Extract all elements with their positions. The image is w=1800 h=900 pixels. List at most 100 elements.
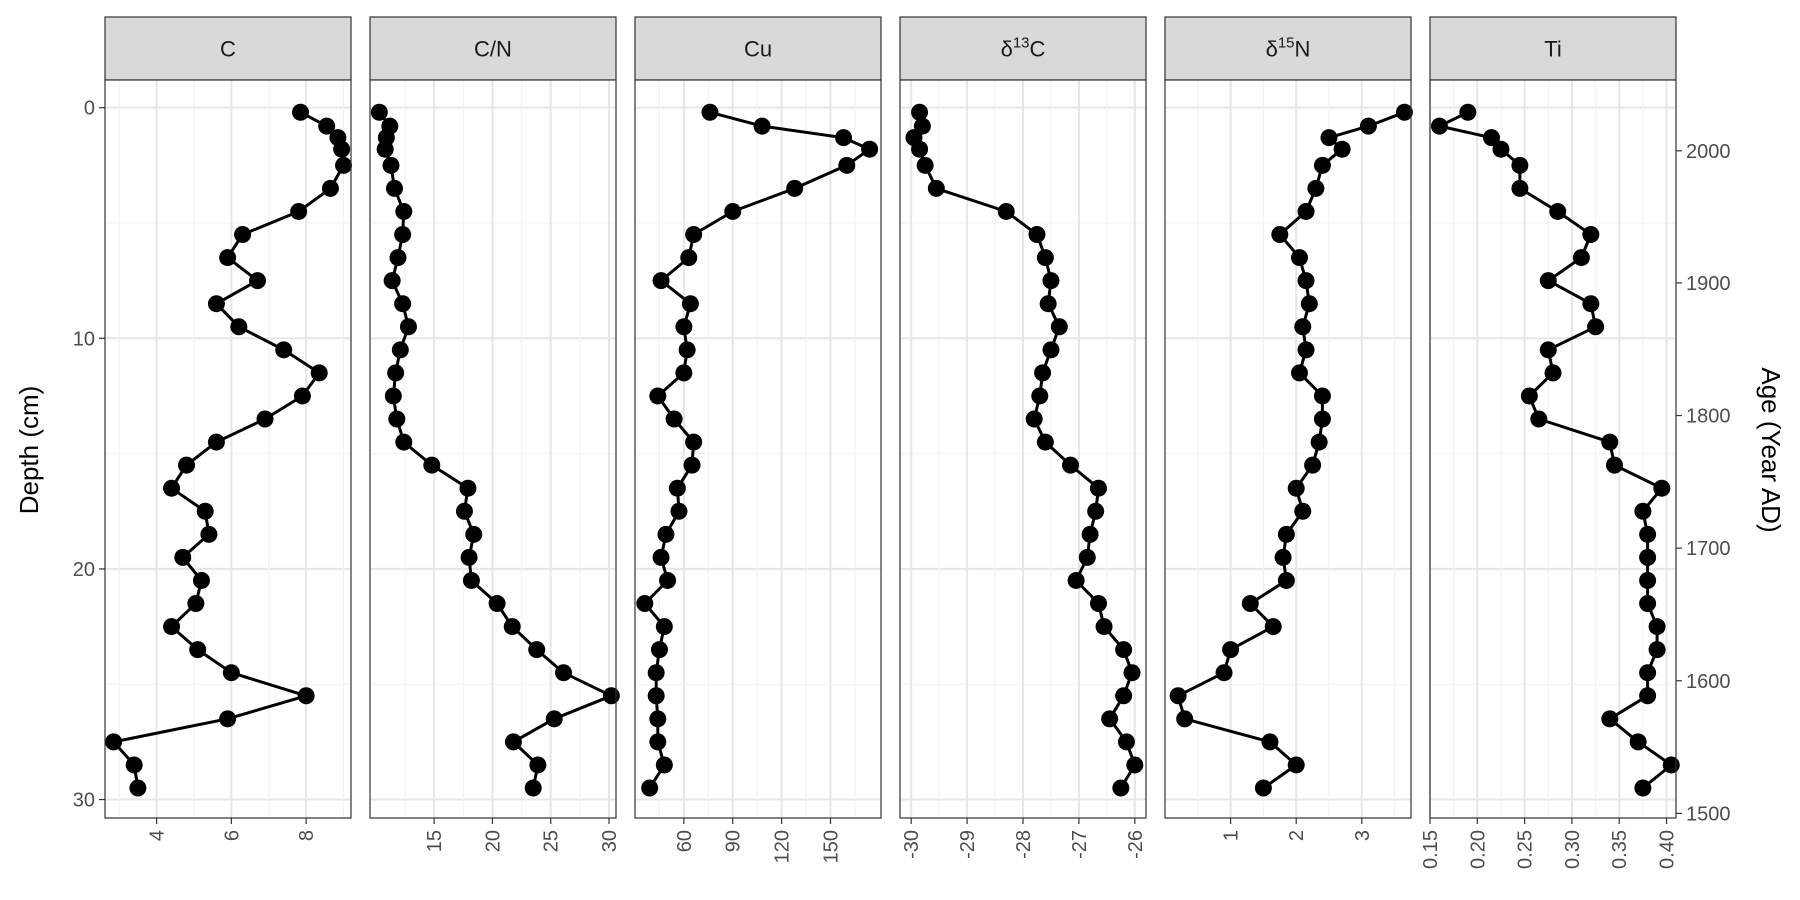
y2-tick-label: 1800 [1686,406,1731,428]
x-tick-label: -29 [957,830,979,859]
data-point [163,618,181,636]
data-point [641,779,659,797]
data-point [861,140,879,158]
data-point [1430,117,1448,135]
data-point [1039,295,1057,313]
data-point [1034,364,1052,382]
data-point [665,410,683,428]
x-tick-label: 0.30 [1562,830,1584,869]
panel-border [104,79,352,819]
data-point [321,179,339,197]
x-tick-label: -26 [1125,830,1147,859]
panel-strip [899,16,1147,81]
y2-tick-label: 1900 [1686,273,1731,295]
data-point [1274,548,1292,566]
data-point [1544,364,1562,382]
panel: C 4 6 8 [104,16,353,841]
data-point [1287,479,1305,497]
y-tick-label: 30 [73,790,95,812]
panel-plot-area [105,80,351,818]
data-point [529,756,547,774]
x-tick-label: 120 [772,830,794,863]
data-point [683,456,701,474]
data-point [1313,156,1331,174]
data-point [219,710,237,728]
data-point [1333,140,1351,158]
data-point [376,140,394,158]
panel-border [634,79,882,819]
panel-strip-label: δ13C [1001,35,1046,62]
panel-plot-area [1430,80,1676,818]
data-point [1290,364,1308,382]
data-point [1294,318,1312,336]
x-tick-label: -30 [901,830,923,859]
data-point [174,548,192,566]
data-point [1634,779,1652,797]
data-point [1395,103,1413,121]
data-point [1530,410,1548,428]
data-point [394,295,412,313]
data-point [318,117,336,135]
data-point [1511,179,1529,197]
data-point [423,456,441,474]
data-point [275,341,293,359]
panel-strip [1164,16,1412,81]
data-point [1215,664,1233,682]
data-point [1081,525,1099,543]
data-point [555,664,573,682]
panel: δ15N 1 2 3 [1164,16,1413,841]
y2-axis-title: Age (Year AD) [1756,367,1786,532]
data-point [636,595,654,613]
data-point [647,687,665,705]
data-point [1089,595,1107,613]
data-point [649,387,667,405]
data-point [504,733,522,751]
data-point [675,364,693,382]
data-point [652,548,670,566]
data-point [927,179,945,197]
data-point [1539,272,1557,290]
data-point [488,595,506,613]
data-point [1025,410,1043,428]
data-point [1117,733,1135,751]
data-point [680,249,698,267]
data-point [1297,272,1315,290]
data-point [1254,779,1272,797]
data-point [647,664,665,682]
data-point [462,571,480,589]
data-point [1042,341,1060,359]
data-point [1520,387,1538,405]
data-point [383,272,401,290]
data-point [678,341,696,359]
data-point [916,156,934,174]
data-point [1031,387,1049,405]
data-point [753,117,771,135]
x-tick-label: 3 [1352,830,1374,841]
data-point [105,733,123,751]
data-point [1036,433,1054,451]
data-point [395,433,413,451]
data-point [545,710,563,728]
data-point [503,618,521,636]
data-point [1492,140,1510,158]
data-point [652,272,670,290]
data-point [1359,117,1377,135]
data-point [389,249,407,267]
data-point [256,410,274,428]
data-point [333,140,351,158]
y2-tick-label: 1700 [1686,538,1731,560]
data-point [675,318,693,336]
data-point [1290,249,1308,267]
data-point [701,103,719,121]
x-tick-label: 2 [1286,830,1308,841]
data-point [1648,618,1666,636]
data-point [1241,595,1259,613]
data-point [1320,129,1338,147]
data-point [1572,249,1590,267]
data-point [1582,295,1600,313]
data-point [234,226,252,244]
panel-strip [634,16,882,81]
data-point [655,618,673,636]
data-point [650,641,668,659]
